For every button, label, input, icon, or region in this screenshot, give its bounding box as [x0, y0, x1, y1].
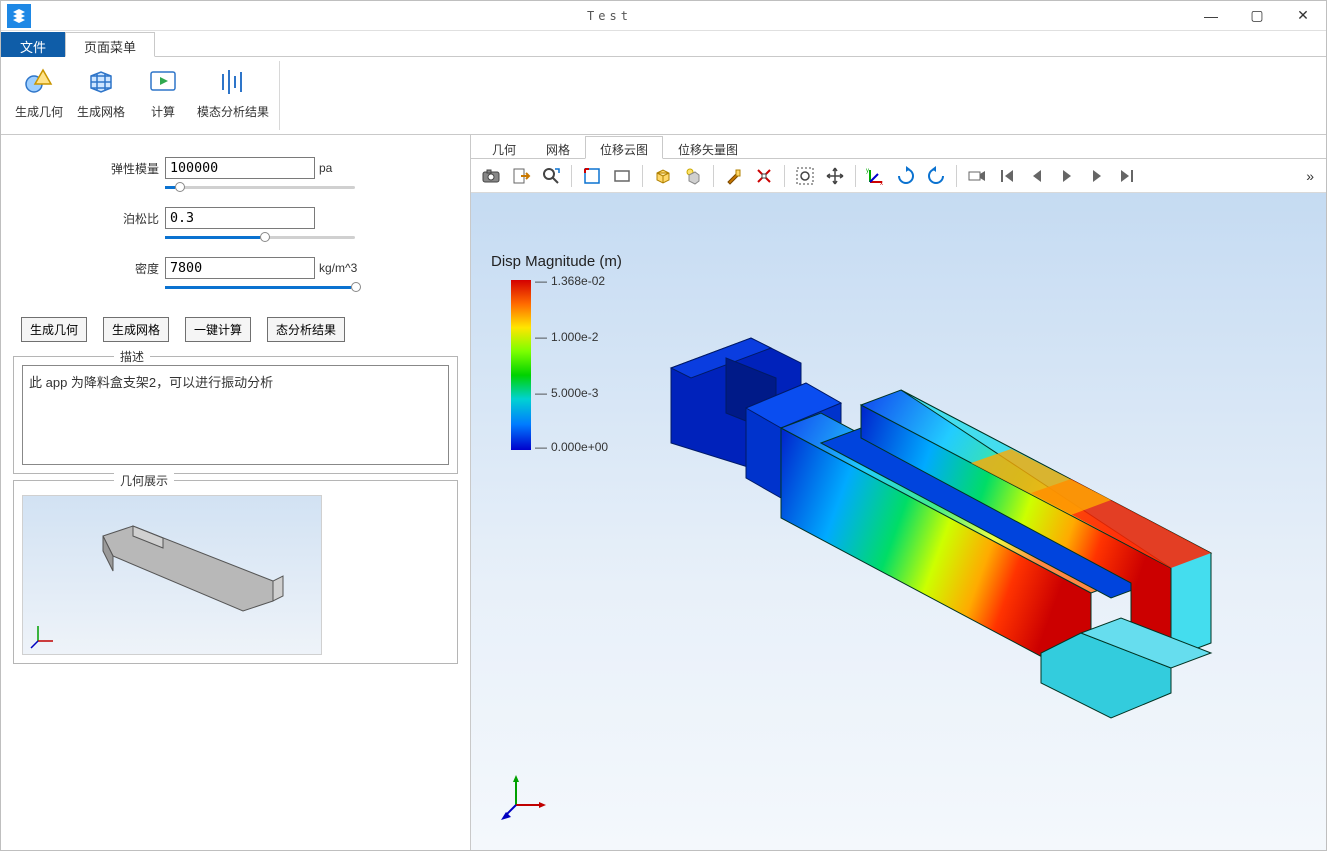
ribbon-compute-label: 计算 — [151, 103, 175, 120]
view-preset-icon[interactable] — [649, 162, 677, 190]
description-legend: 描述 — [114, 348, 150, 365]
view-tab-mesh[interactable]: 网格 — [531, 136, 585, 159]
toolbar-overflow-icon[interactable]: » — [1300, 168, 1320, 184]
poisson-slider[interactable] — [165, 231, 355, 243]
view-tab-disp-cloud[interactable]: 位移云图 — [585, 136, 663, 159]
ribbon-gen-geom[interactable]: 生成几何 — [11, 61, 67, 120]
first-frame-icon[interactable] — [993, 162, 1021, 190]
geometry-icon — [22, 65, 56, 99]
density-label: 密度 — [99, 260, 159, 277]
light-icon[interactable] — [679, 162, 707, 190]
density-slider[interactable] — [165, 281, 355, 293]
density-input[interactable] — [165, 257, 315, 279]
ribbon-gen-mesh-label: 生成网格 — [77, 103, 125, 120]
viewport-3d[interactable]: Disp Magnitude (m) — [471, 193, 1326, 850]
viewer-toolbar: yx » — [471, 159, 1326, 193]
field-density: 密度 kg/m^3 — [99, 257, 462, 279]
view-tab-disp-vector[interactable]: 位移矢量图 — [663, 136, 753, 159]
preview-section: 几何展示 — [13, 480, 458, 664]
pan-icon[interactable] — [821, 162, 849, 190]
play-icon[interactable] — [1053, 162, 1081, 190]
elastic-modulus-slider[interactable] — [165, 181, 355, 193]
svg-text:y: y — [866, 168, 869, 174]
prev-frame-icon[interactable] — [1023, 162, 1051, 190]
tab-page-menu[interactable]: 页面菜单 — [65, 32, 155, 57]
axis-triad-icon — [501, 770, 551, 820]
camera-icon[interactable] — [477, 162, 505, 190]
mesh-icon — [84, 65, 118, 99]
field-poisson: 泊松比 — [99, 207, 462, 229]
description-text: 此 app 为降料盒支架2，可以进行振动分析 — [22, 365, 449, 465]
next-frame-icon[interactable] — [1083, 162, 1111, 190]
compute-icon — [146, 65, 180, 99]
modal-results-icon — [216, 65, 250, 99]
ribbon-gen-mesh[interactable]: 生成网格 — [73, 61, 129, 120]
last-frame-icon[interactable] — [1113, 162, 1141, 190]
window-title: Test — [31, 9, 1188, 23]
tab-file[interactable]: 文件 — [1, 32, 65, 57]
field-elastic-modulus: 弹性模量 pa — [99, 157, 462, 179]
elastic-modulus-unit: pa — [319, 161, 332, 175]
ribbon-gen-geom-label: 生成几何 — [15, 103, 63, 120]
axes-icon[interactable]: yx — [862, 162, 890, 190]
elastic-modulus-label: 弹性模量 — [99, 160, 159, 177]
select-box-icon[interactable] — [578, 162, 606, 190]
ribbon-modal-results-label: 模态分析结果 — [197, 103, 269, 120]
left-panel: 弹性模量 pa 泊松比 密度 kg/m^3 — [1, 135, 471, 850]
model-render — [471, 193, 1326, 850]
maximize-button[interactable]: ▢ — [1234, 1, 1280, 31]
app-icon — [7, 4, 31, 28]
geometry-preview — [22, 495, 322, 655]
right-panel: 几何 网格 位移云图 位移矢量图 yx — [471, 135, 1326, 850]
titlebar: Test — ▢ ✕ — [1, 1, 1326, 31]
gen-geom-button[interactable]: 生成几何 — [21, 317, 87, 342]
poisson-input[interactable] — [165, 207, 315, 229]
poisson-label: 泊松比 — [99, 210, 159, 227]
video-icon[interactable] — [963, 162, 991, 190]
ribbon-modal-results[interactable]: 模态分析结果 — [197, 61, 269, 120]
one-click-compute-button[interactable]: 一键计算 — [185, 317, 251, 342]
measure-icon[interactable] — [750, 162, 778, 190]
gen-mesh-button[interactable]: 生成网格 — [103, 317, 169, 342]
view-tabs: 几何 网格 位移云图 位移矢量图 — [471, 135, 1326, 159]
zoom-window-icon[interactable] — [791, 162, 819, 190]
svg-text:x: x — [880, 181, 883, 186]
select-rect-icon[interactable] — [608, 162, 636, 190]
export-icon[interactable] — [507, 162, 535, 190]
description-section: 描述 此 app 为降料盒支架2，可以进行振动分析 — [13, 356, 458, 474]
menu-tabs: 文件 页面菜单 — [1, 31, 1326, 57]
modal-results-button[interactable]: 态分析结果 — [267, 317, 345, 342]
ribbon-group: 生成几何 生成网格 计算 模态分析结果 — [11, 61, 280, 130]
preview-legend: 几何展示 — [114, 472, 174, 489]
rotate-ccw-icon[interactable] — [922, 162, 950, 190]
density-unit: kg/m^3 — [319, 261, 357, 275]
ribbon-compute[interactable]: 计算 — [135, 61, 191, 120]
minimize-button[interactable]: — — [1188, 1, 1234, 31]
view-tab-geom[interactable]: 几何 — [477, 136, 531, 159]
zoom-fit-icon[interactable] — [537, 162, 565, 190]
brush-icon[interactable] — [720, 162, 748, 190]
ribbon: 生成几何 生成网格 计算 模态分析结果 — [1, 57, 1326, 135]
close-button[interactable]: ✕ — [1280, 1, 1326, 31]
rotate-cw-icon[interactable] — [892, 162, 920, 190]
elastic-modulus-input[interactable] — [165, 157, 315, 179]
